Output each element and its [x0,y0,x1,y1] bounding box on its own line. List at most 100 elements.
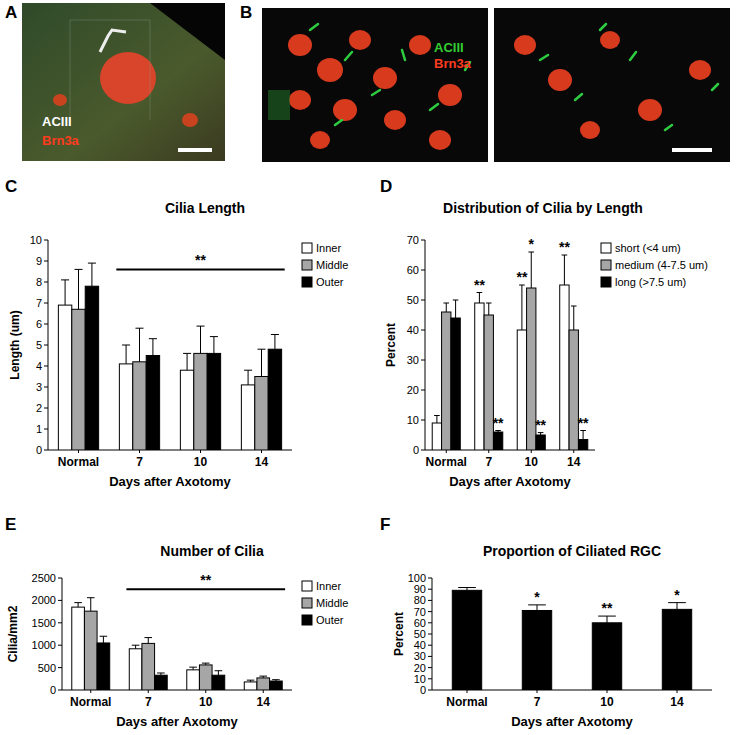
cell-nucleus [689,60,711,80]
error-cap [244,370,252,371]
panel-label: E [5,515,16,534]
cilium [345,52,352,60]
significance: ** [200,572,211,588]
x-tick [205,690,206,693]
error-bar [598,616,616,623]
y-tick-label: 50 [407,294,419,306]
error-cap [257,349,265,350]
cilium [310,24,318,30]
y-tick [58,622,62,623]
legend-swatch [302,598,312,608]
significance: * [674,587,680,603]
plot-area [58,263,281,450]
y-axis [432,578,433,690]
panel-label: D [380,177,392,196]
y-tick [58,645,62,646]
cilium [540,55,548,60]
error-cap [135,328,143,329]
legend-swatch [601,243,611,253]
error-bar [528,252,534,288]
error-bar [272,680,280,681]
bar [442,312,451,450]
legend-swatch [302,277,312,287]
error-cap [210,336,218,337]
legend-label: short (<4 um) [615,242,681,254]
significance: ** [195,252,206,268]
bar [560,285,569,450]
y-tick-label: 0 [413,444,419,456]
error-stem [148,638,149,644]
y-tick-label: 5 [36,339,42,351]
legend-label: Outer [316,614,344,626]
bar [129,649,142,690]
legend: InnerMiddleOuter [302,580,348,626]
bar [257,678,270,690]
y-tick [428,634,432,635]
bar [578,440,587,451]
error-bar [434,416,440,424]
y-tick [421,390,425,391]
y-tick [428,589,432,590]
error-cap [157,672,165,673]
error-stem [90,598,91,611]
x-tick-label: 10 [525,455,539,469]
x-tick [263,690,264,693]
error-bar [443,303,449,312]
significance: ** [516,269,527,285]
error-bar [87,598,95,611]
plot-area [432,252,588,450]
y-tick-label: 70 [407,234,419,246]
error-bar [453,300,459,318]
x-axis-label: Days after Axotomy [109,474,231,489]
error-bar [61,280,69,305]
error-bar [571,306,577,330]
error-bar [257,349,265,376]
error-stem [455,300,456,318]
x-tick-label: Normal [70,695,111,709]
y-tick-label: 50 [414,628,426,640]
y-tick-label: 8 [36,276,42,288]
chart: ENumber of CiliaCilia/mm2Days after Axot… [5,515,348,729]
cell-nucleus [638,99,662,121]
bar [146,356,159,451]
y-tick [44,450,48,451]
cilium [335,120,342,125]
image-corner [150,3,225,60]
x-tick [446,450,447,453]
y-tick [428,622,432,623]
error-bar [157,673,165,675]
y-tick-label: 2500 [32,572,56,584]
x-tick [90,690,91,693]
cell-nucleus [182,113,198,127]
significance: * [534,589,540,605]
image-background [262,8,488,162]
y-tick [44,261,48,262]
significance: ** [602,600,613,616]
error-bar [244,370,252,385]
x-tick-label: 10 [600,695,614,709]
error-stem [78,603,79,607]
y-tick [421,420,425,421]
bar [244,682,257,690]
error-cap [453,300,459,301]
x-tick-label: 14 [567,455,581,469]
y-tick [44,240,48,241]
panel-label: B [240,3,252,22]
significance: ** [559,239,570,255]
panel-label: A [5,3,17,22]
error-bar [74,269,82,309]
bar [97,643,110,690]
cell-nucleus [373,67,397,89]
legend-label: long (>7.5 um) [615,276,686,288]
error-bar [519,285,525,330]
chart-title: Proportion of Ciliated RGC [483,543,661,559]
significance-line [126,588,285,590]
error-bar [74,603,82,607]
panel-label: F [380,515,390,534]
y-axis [48,240,49,450]
image-background [22,3,225,161]
chart: DDistribution of Cilia by LengthPercentD… [380,177,708,489]
y-tick [421,270,425,271]
error-bar [144,638,152,644]
cell-nucleus [349,30,371,50]
